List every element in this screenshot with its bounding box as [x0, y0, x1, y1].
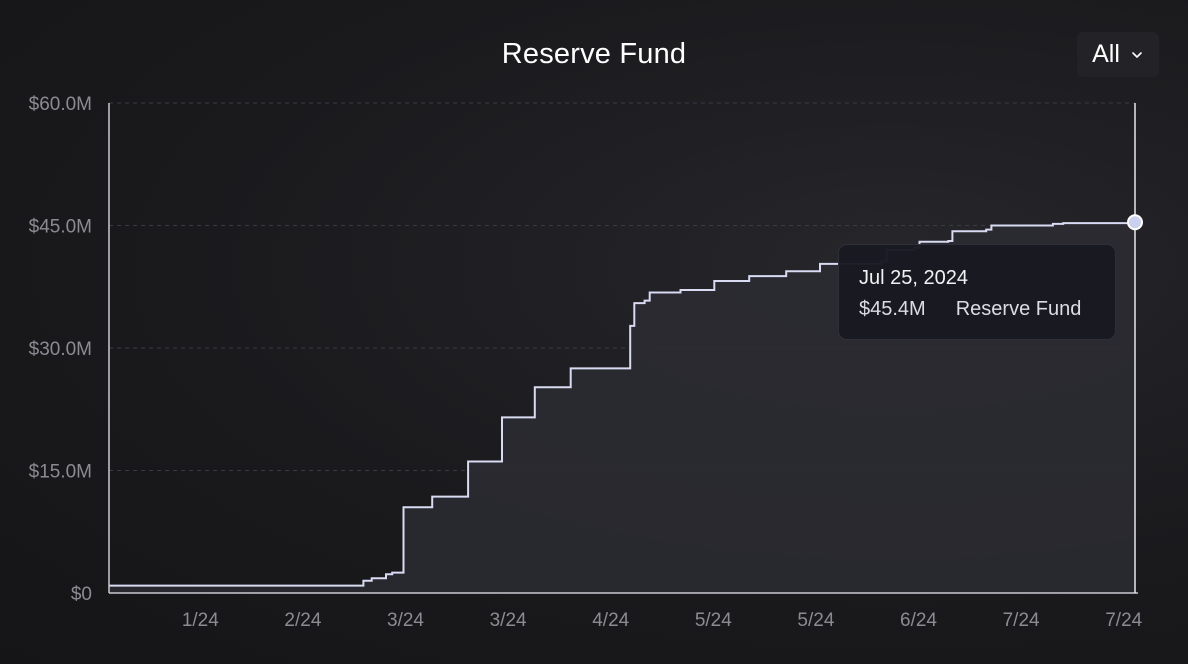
x-tick-label: 5/24 — [695, 610, 732, 631]
y-tick-label: $15.0M — [29, 462, 92, 483]
tooltip: Jul 25, 2024 $45.4M Reserve Fund — [838, 244, 1116, 340]
x-tick-label: 4/24 — [592, 610, 629, 631]
x-tick-label: 2/24 — [284, 610, 321, 631]
tooltip-date: Jul 25, 2024 — [859, 267, 968, 289]
x-tick-label: 3/24 — [387, 610, 424, 631]
chevron-down-icon — [1132, 51, 1142, 58]
x-tick-label: 5/24 — [797, 610, 834, 631]
series-line — [109, 222, 1136, 587]
hover-point[interactable] — [1127, 214, 1143, 231]
y-tick-label: $30.0M — [29, 339, 92, 360]
x-axis-ticks: 1/24 2/24 3/24 3/24 4/24 5/24 5/24 6/24 7/24 7/24 — [182, 610, 1143, 631]
x-tick-label: 6/24 — [900, 610, 937, 631]
range-select-value: All — [1092, 40, 1120, 68]
chart-title: Reserve Fund — [501, 38, 687, 70]
x-tick-label: 7/24 — [1105, 610, 1142, 631]
x-tick-label: 3/24 — [490, 610, 527, 631]
y-tick-label: $45.0M — [29, 217, 92, 238]
range-select[interactable]: All — [1077, 32, 1159, 77]
x-tick-label: 1/24 — [182, 610, 219, 631]
tooltip-value: $45.4M — [859, 298, 926, 320]
tooltip-series: Reserve Fund — [955, 298, 1082, 320]
y-tick-label: $60.0M — [29, 94, 92, 115]
y-axis-ticks: $0 $15.0M $30.0M $45.0M $60.0M — [29, 94, 92, 605]
x-tick-label: 7/24 — [1003, 610, 1040, 631]
y-tick-label: $0 — [71, 584, 92, 605]
